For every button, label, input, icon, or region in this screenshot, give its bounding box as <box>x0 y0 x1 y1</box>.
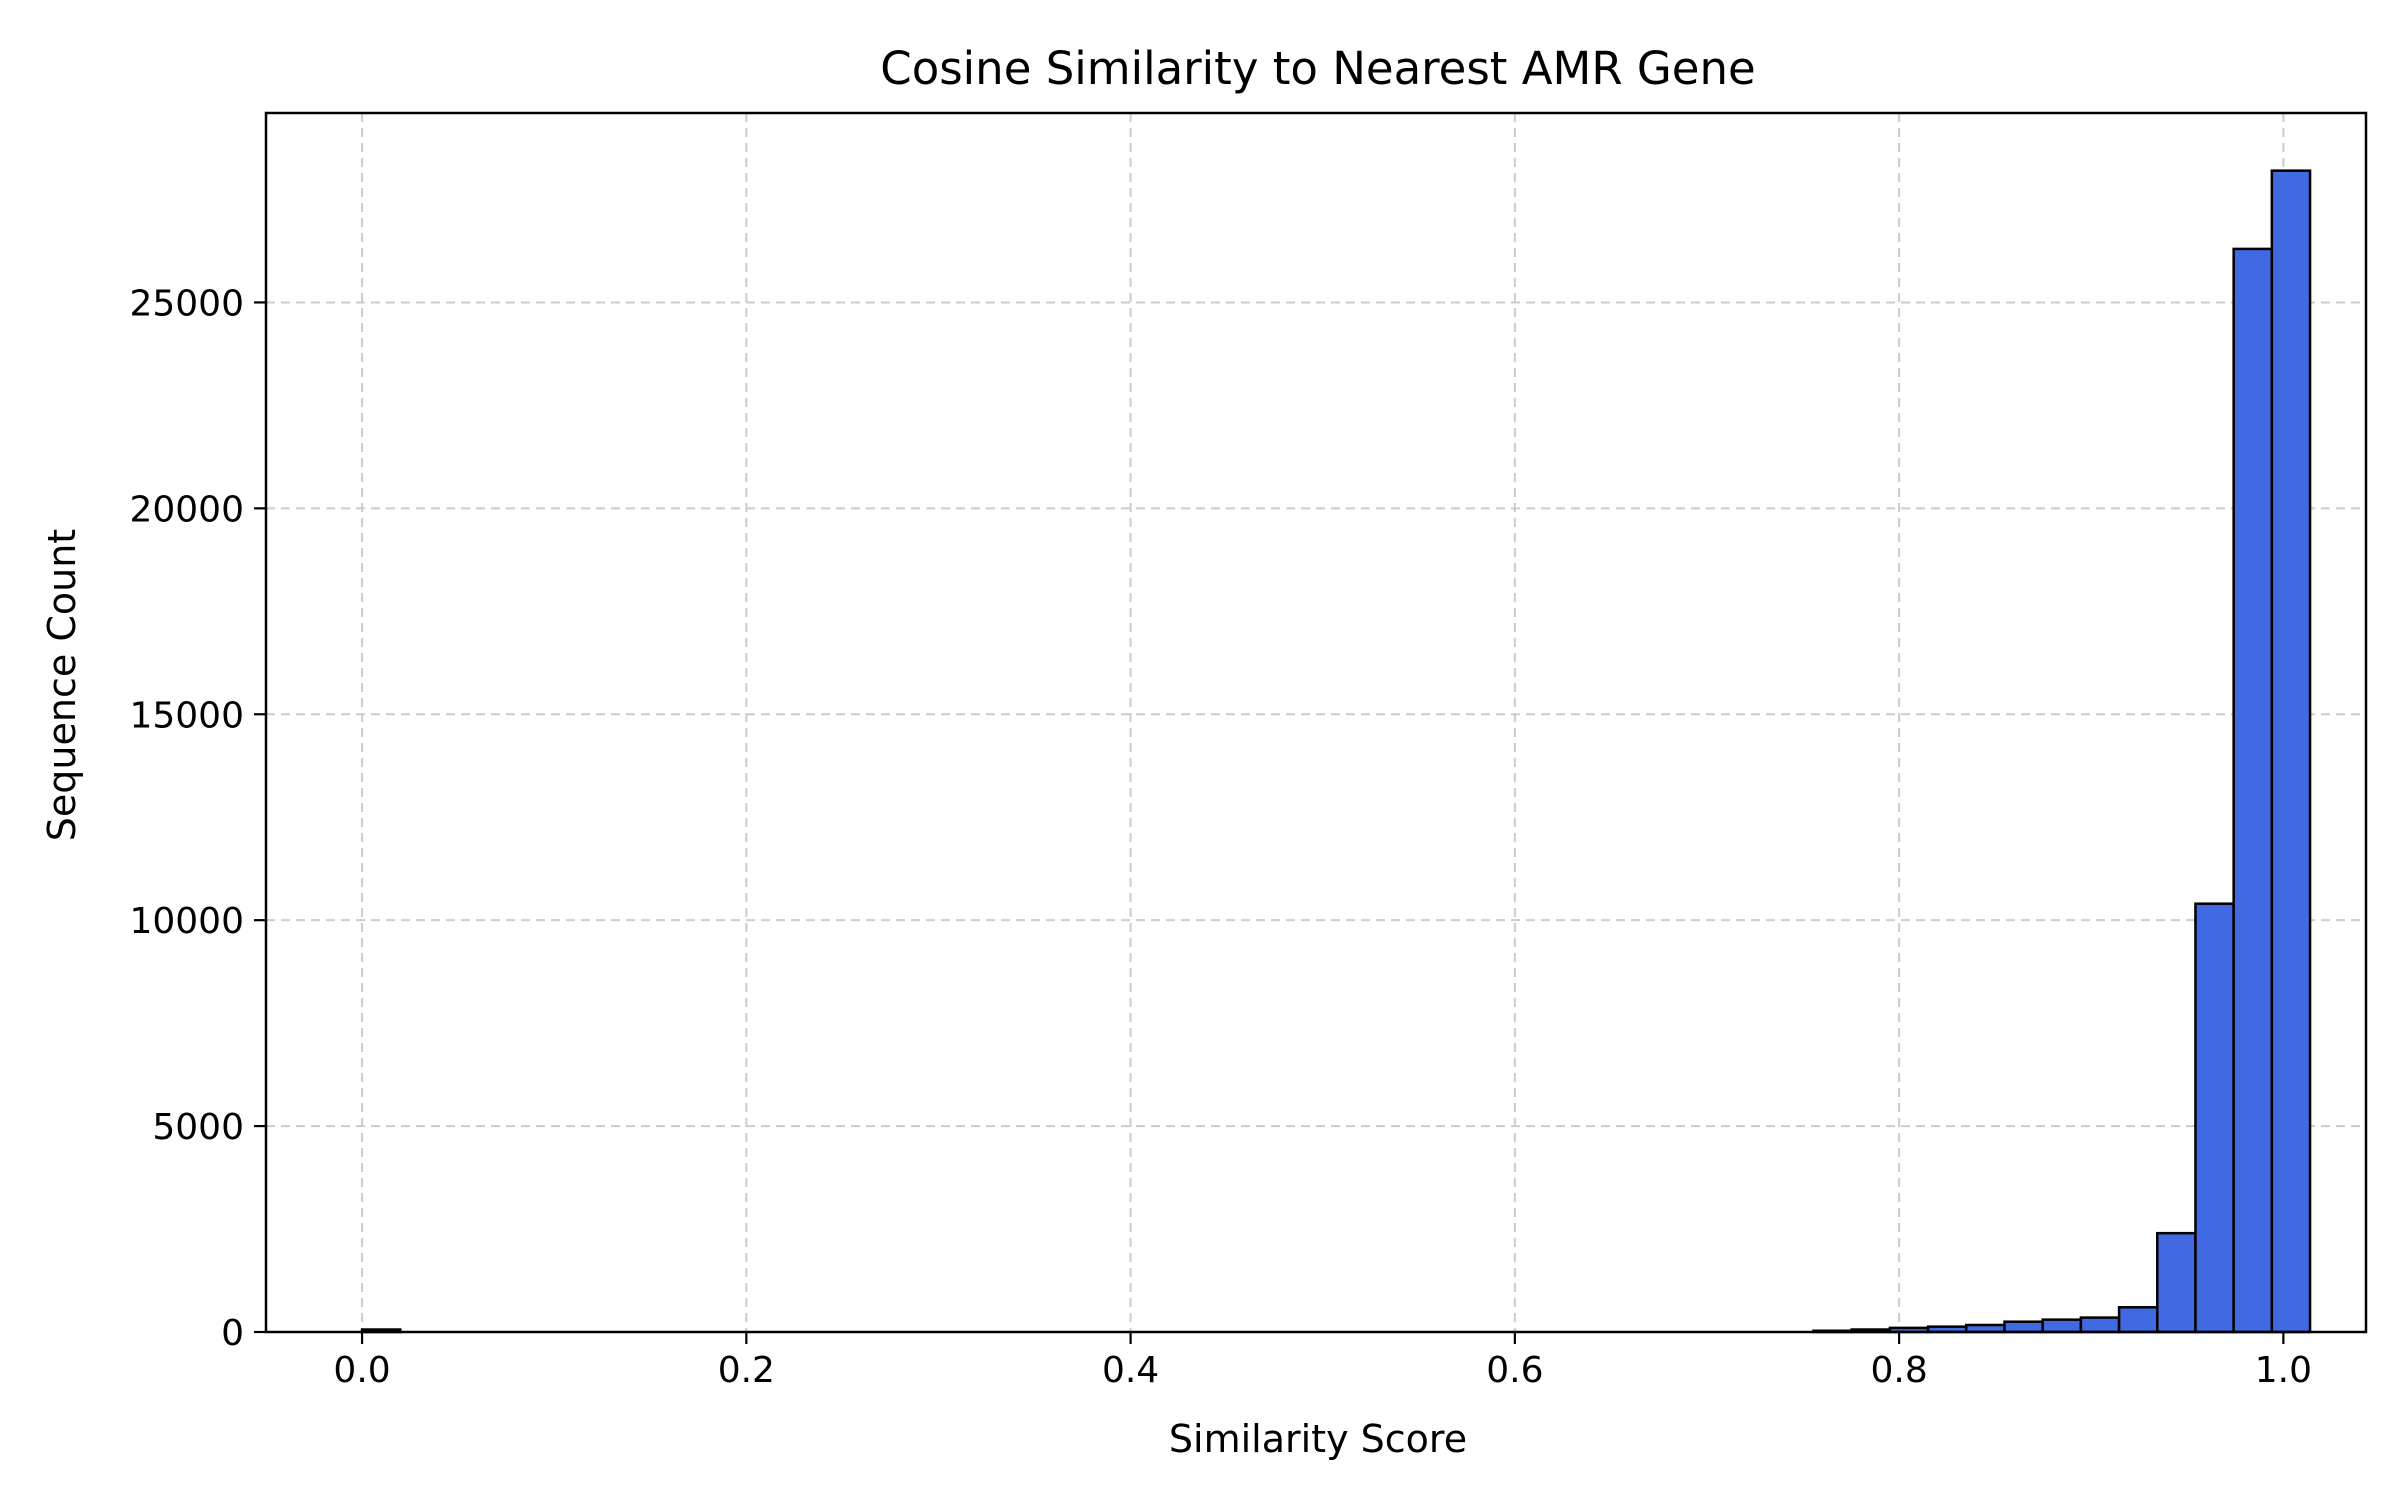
histogram-bar <box>2194 902 2235 1334</box>
y-tick-label: 10000 <box>129 901 244 942</box>
grid-lines <box>266 113 2366 1333</box>
x-axis-ticks: 0.0 0.2 0.4 0.6 0.8 1.0 <box>333 1332 2312 1391</box>
histogram-bar <box>2079 1316 2121 1334</box>
y-tick-label: 5000 <box>152 1107 244 1148</box>
x-tick-label: 0.0 <box>333 1350 390 1391</box>
x-tick-label: 0.2 <box>718 1350 775 1391</box>
histogram-bar <box>2003 1320 2044 1334</box>
histogram-bar <box>2117 1306 2159 1334</box>
histogram-bar <box>2270 169 2312 1334</box>
histogram-bar <box>2041 1318 2083 1334</box>
y-axis-ticks: 0 5000 10000 15000 20000 25000 <box>129 283 266 1354</box>
histogram-bars <box>360 169 2312 1334</box>
histogram-bar <box>2232 247 2274 1334</box>
x-tick-label: 0.8 <box>1870 1350 1927 1391</box>
plot-frame <box>264 111 2368 1334</box>
y-axis-label: Sequence Count <box>40 529 84 841</box>
y-tick-label: 25000 <box>129 283 244 324</box>
histogram-bar <box>2156 1231 2197 1334</box>
x-axis-label: Similarity Score <box>1169 1417 1467 1461</box>
x-tick-label: 1.0 <box>2255 1350 2312 1391</box>
chart-title: Cosine Similarity to Nearest AMR Gene <box>880 42 1755 95</box>
x-tick-label: 0.4 <box>1102 1350 1159 1391</box>
x-tick-label: 0.6 <box>1486 1350 1543 1391</box>
y-tick-label: 15000 <box>129 695 244 736</box>
y-tick-label: 20000 <box>129 489 244 530</box>
y-tick-label: 0 <box>221 1313 244 1354</box>
